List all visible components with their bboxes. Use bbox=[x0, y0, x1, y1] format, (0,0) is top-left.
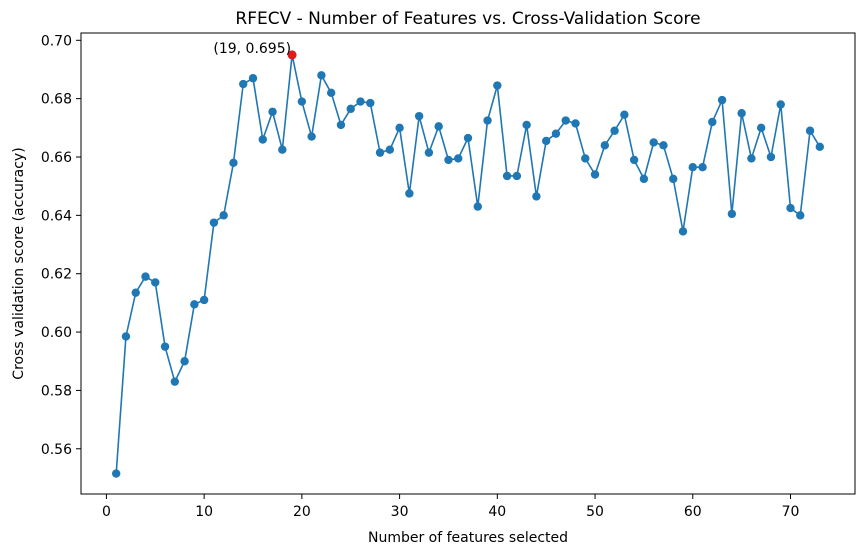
data-point bbox=[796, 211, 805, 220]
data-point bbox=[317, 71, 326, 80]
data-point bbox=[532, 192, 541, 201]
plot-frame bbox=[80, 32, 856, 495]
data-point bbox=[131, 288, 140, 297]
data-point bbox=[551, 129, 561, 138]
data-point bbox=[356, 97, 365, 106]
data-point bbox=[424, 148, 434, 157]
y-tick-label: 0.70 bbox=[41, 33, 72, 49]
data-point bbox=[502, 171, 512, 181]
data-point bbox=[620, 110, 629, 119]
data-point bbox=[590, 170, 600, 179]
data-point bbox=[717, 95, 727, 105]
data-point bbox=[747, 154, 756, 163]
series-line bbox=[115, 54, 821, 474]
data-point bbox=[639, 174, 649, 184]
data-point bbox=[522, 120, 531, 130]
data-point bbox=[786, 203, 795, 213]
data-point bbox=[776, 100, 785, 109]
y-axis-label: Cross validation score (accuracy) bbox=[11, 147, 27, 379]
x-tick-label: 20 bbox=[293, 504, 311, 520]
data-point bbox=[727, 209, 737, 219]
y-tick-label: 0.68 bbox=[41, 92, 72, 108]
y-tick-label: 0.60 bbox=[41, 325, 72, 341]
data-point bbox=[473, 202, 482, 211]
data-point bbox=[219, 211, 228, 220]
data-point bbox=[463, 133, 473, 143]
x-tick-label: 40 bbox=[488, 504, 506, 520]
data-point bbox=[239, 79, 248, 89]
data-point bbox=[756, 123, 766, 133]
y-tick-label: 0.66 bbox=[41, 150, 72, 166]
data-point bbox=[395, 123, 404, 133]
plot-area: (19, 0.695) bbox=[80, 32, 856, 495]
x-axis: 0 10 20 30 40 50 60 70 bbox=[102, 494, 799, 520]
data-point bbox=[454, 154, 463, 163]
data-point bbox=[405, 189, 414, 198]
y-tick-label: 0.58 bbox=[41, 383, 72, 399]
data-point bbox=[297, 97, 307, 106]
data-point bbox=[414, 111, 424, 121]
data-point bbox=[581, 154, 590, 163]
data-point bbox=[385, 145, 395, 154]
x-tick-label: 70 bbox=[782, 504, 800, 520]
x-tick-label: 10 bbox=[195, 504, 213, 520]
data-point bbox=[326, 88, 336, 98]
data-point bbox=[375, 148, 385, 157]
data-point bbox=[512, 171, 522, 181]
data-point bbox=[737, 109, 746, 118]
data-point bbox=[483, 116, 492, 125]
data-point bbox=[336, 120, 346, 130]
data-point bbox=[307, 132, 316, 141]
data-point bbox=[180, 357, 189, 366]
data-point bbox=[190, 300, 199, 309]
data-point bbox=[493, 81, 502, 90]
data-point bbox=[346, 104, 355, 114]
best-score-annotation: (19, 0.695) bbox=[213, 41, 291, 57]
best-score-point bbox=[287, 50, 297, 60]
y-tick-label: 0.64 bbox=[41, 208, 72, 224]
data-point bbox=[111, 469, 121, 478]
data-point bbox=[444, 155, 453, 165]
data-point bbox=[229, 158, 238, 168]
x-tick-label: 50 bbox=[586, 504, 604, 520]
data-point bbox=[141, 272, 150, 281]
data-point bbox=[258, 135, 267, 144]
data-point bbox=[815, 142, 825, 151]
x-tick-label: 30 bbox=[391, 504, 409, 520]
data-point bbox=[151, 278, 160, 287]
data-point bbox=[600, 141, 610, 150]
chart-title: RFECV - Number of Features vs. Cross-Val… bbox=[235, 9, 700, 29]
data-point bbox=[659, 141, 668, 150]
data-point bbox=[678, 227, 688, 236]
y-axis: 0.56 0.58 0.60 0.62 0.64 0.66 0.68 0.70 bbox=[41, 33, 81, 458]
x-tick-label: 60 bbox=[684, 504, 702, 520]
data-point bbox=[669, 174, 678, 184]
data-point bbox=[610, 126, 619, 135]
data-point bbox=[434, 122, 443, 131]
data-point bbox=[649, 138, 658, 147]
data-point bbox=[805, 126, 815, 135]
data-point bbox=[209, 218, 219, 227]
data-point bbox=[688, 163, 697, 172]
y-tick-label: 0.62 bbox=[41, 267, 72, 283]
data-point bbox=[199, 295, 209, 305]
data-point bbox=[248, 74, 258, 83]
data-point bbox=[629, 155, 639, 165]
data-point bbox=[160, 342, 170, 351]
data-point bbox=[561, 116, 570, 125]
y-tick-label: 0.56 bbox=[41, 442, 72, 458]
data-point bbox=[366, 98, 375, 108]
x-axis-label: Number of features selected bbox=[368, 530, 568, 546]
data-point bbox=[571, 119, 580, 128]
data-point bbox=[278, 145, 287, 154]
data-point bbox=[541, 136, 551, 146]
data-point bbox=[170, 377, 180, 386]
data-point bbox=[766, 152, 776, 162]
x-tick-label: 0 bbox=[102, 504, 111, 520]
data-point bbox=[708, 117, 717, 127]
data-point bbox=[268, 107, 277, 116]
data-point bbox=[698, 163, 707, 172]
data-point bbox=[121, 332, 131, 341]
